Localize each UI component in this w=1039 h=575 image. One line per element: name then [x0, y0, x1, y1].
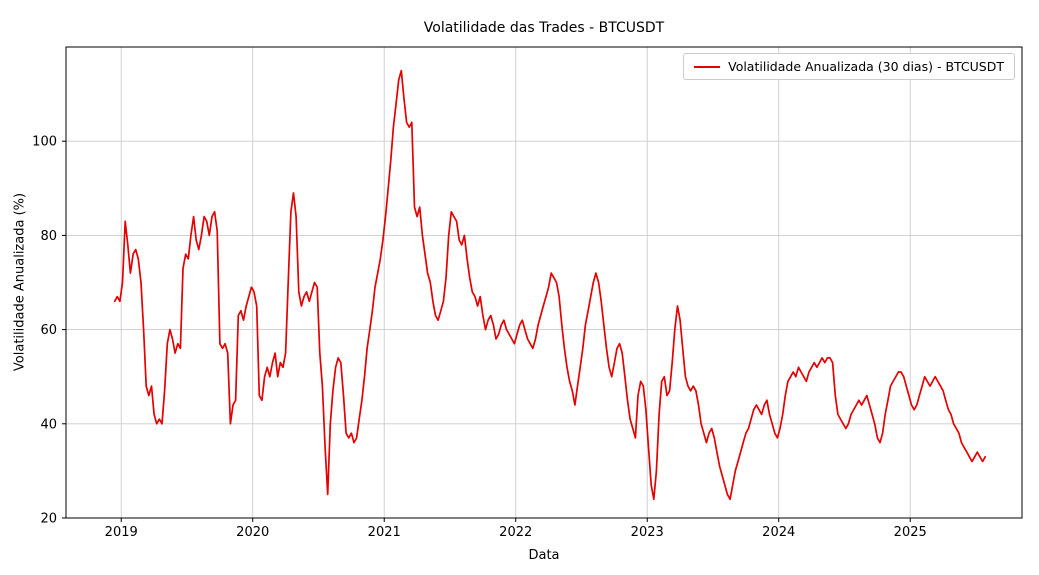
y-tick-label: 80 [40, 229, 57, 244]
x-axis-label: Data [528, 548, 560, 563]
x-tick-label: 2019 [105, 525, 138, 540]
y-axis-label: Volatilidade Anualizada (%) [12, 192, 28, 372]
y-tick-label: 60 [40, 323, 57, 338]
legend-line-sample [694, 65, 721, 68]
x-tick-label: 2025 [894, 525, 927, 540]
x-tick-label: 2023 [631, 525, 664, 540]
y-tick-label: 20 [40, 512, 57, 527]
legend: Volatilidade Anualizada (30 dias) - BTCU… [683, 53, 1015, 80]
x-tick-label: 2021 [368, 525, 401, 540]
y-tick-label: 100 [32, 135, 57, 150]
volatility-line [113, 69, 987, 501]
x-tick-label: 2024 [762, 525, 795, 540]
x-tick-label: 2022 [499, 525, 532, 540]
legend-label: Volatilidade Anualizada (30 dias) - BTCU… [728, 59, 1004, 74]
y-tick-label: 40 [40, 417, 57, 432]
x-tick-label: 2020 [236, 525, 269, 540]
chart-title: Volatilidade das Trades - BTCUSDT [423, 20, 665, 36]
axes-border [65, 46, 1023, 519]
